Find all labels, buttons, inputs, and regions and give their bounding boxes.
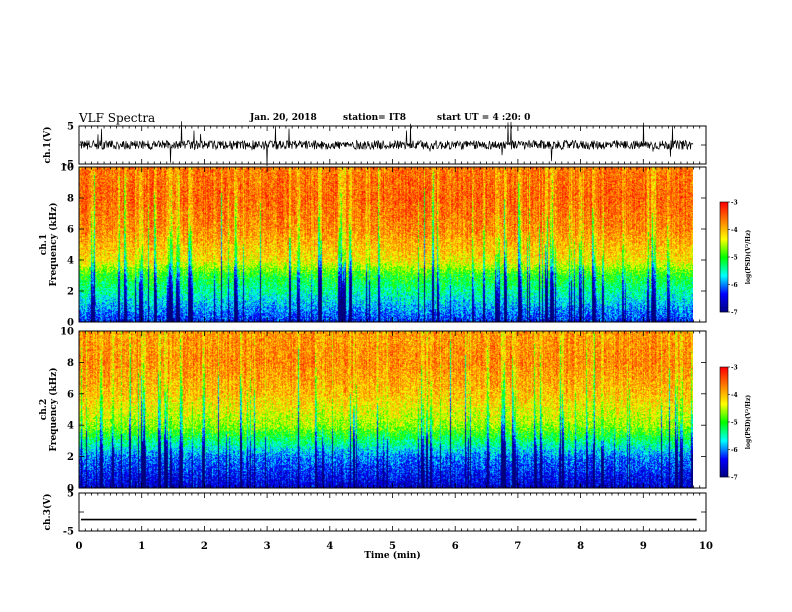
ch1-spectrogram-y-tick: 0 bbox=[67, 318, 74, 329]
x-tick-label: 9 bbox=[640, 541, 647, 552]
ch2-spectrogram-y-label: Frequency (kHz) bbox=[48, 367, 59, 451]
colorbar-tick-label: -7 bbox=[731, 475, 738, 482]
spectrogram-image bbox=[79, 167, 693, 322]
x-tick-label: 8 bbox=[577, 541, 584, 552]
ch1-spectrogram-y-label: ch.1 bbox=[39, 234, 49, 255]
ch1-waveform-y-label: ch.1(V) bbox=[42, 127, 53, 164]
ch1-spectrogram-y-label: Frequency (kHz) bbox=[48, 202, 59, 286]
colorbar-label: log(PSD)(V²/Hz) bbox=[745, 395, 752, 450]
ch2-colorbar: -3 -4 -5 -6 -7 log(PSD)(V²/Hz) bbox=[719, 365, 752, 482]
ch1-spectrogram-y-tick: 6 bbox=[67, 225, 74, 236]
ch1-spectrogram-y-tick: 4 bbox=[67, 256, 74, 267]
colorbar-tick-label: -5 bbox=[731, 420, 738, 427]
ch1-waveform-y-tick: 5 bbox=[67, 122, 74, 133]
colorbar-tick-label: -3 bbox=[731, 200, 738, 207]
colorbar-tick-label: -5 bbox=[731, 255, 738, 262]
x-axis-label: Time (min) bbox=[364, 550, 421, 561]
ch1-spectrogram-y-tick: 2 bbox=[67, 287, 74, 298]
ch2-spectrogram-y-tick: 8 bbox=[67, 358, 74, 369]
colorbar-label: log(PSD)(V²/Hz) bbox=[745, 230, 752, 285]
axis-ticks bbox=[78, 125, 707, 532]
ch2-spectrogram-y-tick: 6 bbox=[67, 389, 74, 400]
station-label: station= IT8 bbox=[343, 113, 407, 123]
ch1-spectrogram-y-tick: 8 bbox=[67, 194, 74, 205]
x-tick-label: 7 bbox=[514, 541, 521, 552]
spectrogram-image bbox=[79, 331, 693, 488]
colorbar-tick-label: -4 bbox=[731, 392, 738, 399]
x-tick-label: 6 bbox=[452, 541, 459, 552]
ch1-spectrogram bbox=[79, 167, 693, 322]
ch3-waveform-frame bbox=[78, 492, 707, 532]
x-tick-label: 3 bbox=[264, 541, 271, 552]
ch1-colorbar: -3 -4 -5 -6 -7 log(PSD)(V²/Hz) bbox=[719, 200, 752, 317]
ch2-spectrogram-y-label: ch.2 bbox=[39, 399, 49, 420]
ch1-waveform-trace bbox=[79, 121, 694, 167]
x-tick-label: 10 bbox=[699, 541, 713, 552]
ch2-spectrogram-y-tick: 10 bbox=[60, 327, 74, 338]
date-label: Jan. 20, 2018 bbox=[250, 113, 317, 123]
colorbar-tick-label: -7 bbox=[731, 310, 738, 317]
start-time-label: start UT = 4 :20: 0 bbox=[437, 113, 531, 123]
ch3-waveform-y-tick: 5 bbox=[67, 489, 74, 500]
colorbar-tick-label: -6 bbox=[731, 282, 738, 289]
x-tick-label: 2 bbox=[201, 541, 208, 552]
colorbar-tick-label: -3 bbox=[731, 365, 738, 372]
x-tick-label: 5 bbox=[389, 541, 396, 552]
colorbar-tick-label: -6 bbox=[731, 447, 738, 454]
colorbar-tick-label: -4 bbox=[731, 227, 738, 234]
ch2-spectrogram-y-tick: 2 bbox=[67, 452, 74, 463]
x-tick-label: 0 bbox=[76, 541, 83, 552]
ch2-spectrogram-y-tick: 0 bbox=[67, 484, 74, 495]
ch1-waveform-y-tick: -5 bbox=[63, 160, 74, 171]
ch3-waveform-y-tick: -5 bbox=[63, 527, 74, 538]
ch3-waveform-y-label: ch.3(V) bbox=[42, 494, 53, 531]
ch2-spectrogram bbox=[79, 331, 693, 488]
ch1-spectrogram-y-tick: 10 bbox=[60, 163, 74, 174]
x-tick-label: 1 bbox=[138, 541, 145, 552]
ch2-spectrogram-y-tick: 4 bbox=[67, 421, 74, 432]
x-tick-label: 4 bbox=[326, 541, 333, 552]
figure-title: VLF Spectra bbox=[79, 111, 156, 125]
